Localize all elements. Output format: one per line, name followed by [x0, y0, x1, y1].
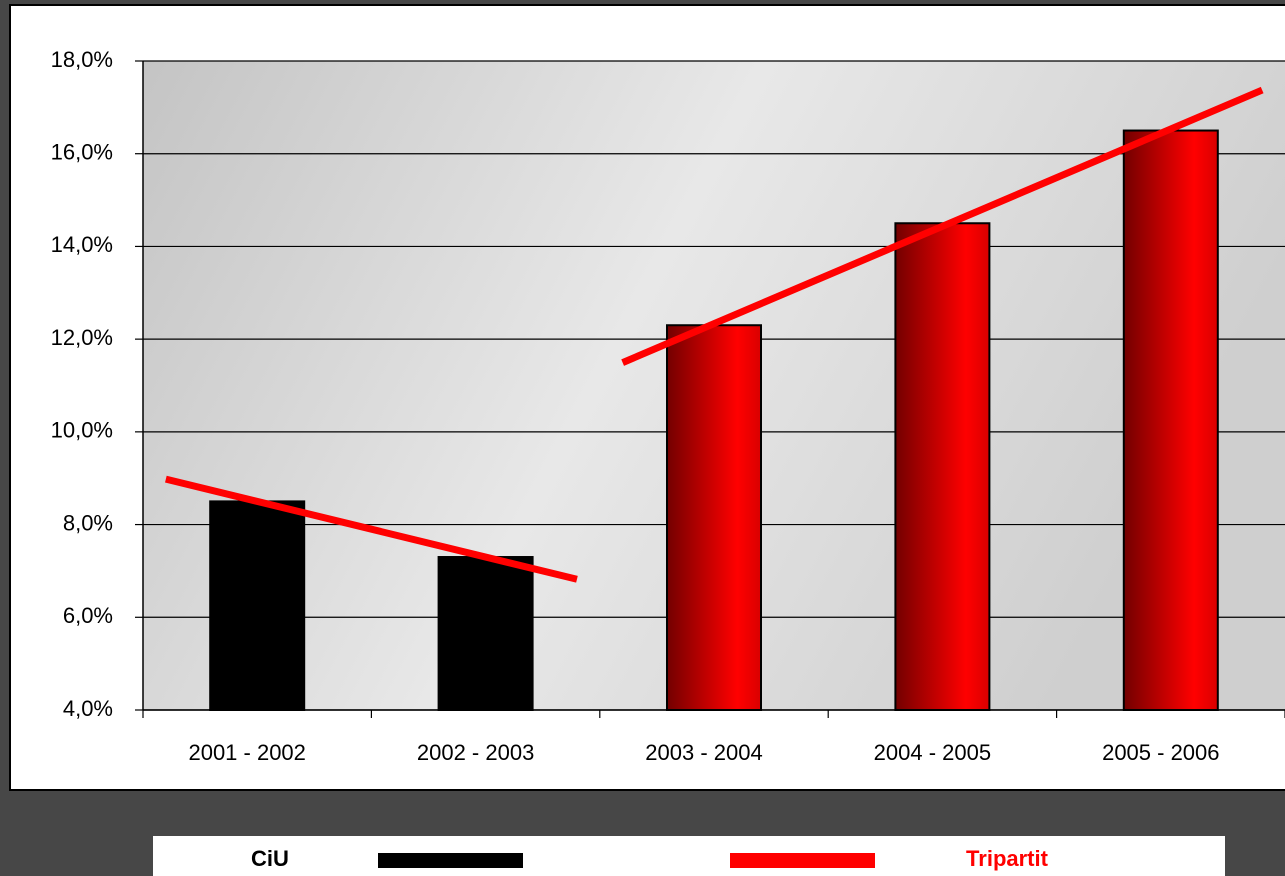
- y-tick-label: 14,0%: [51, 232, 113, 257]
- y-tick-label: 16,0%: [51, 140, 113, 165]
- bar: [666, 324, 762, 711]
- y-tick-label: 6,0%: [63, 603, 113, 628]
- y-tick-label: 10,0%: [51, 418, 113, 443]
- y-tick-label: 4,0%: [63, 696, 113, 721]
- x-tick-label: 2003 - 2004: [645, 740, 762, 765]
- legend: [153, 836, 1225, 876]
- y-tick-label: 18,0%: [51, 47, 113, 72]
- bar: [1122, 129, 1219, 712]
- legend-swatch: [378, 853, 523, 868]
- legend-label: CiU: [251, 846, 289, 871]
- bar: [894, 222, 991, 711]
- bar: [437, 556, 534, 711]
- x-tick-label: 2005 - 2006: [1102, 740, 1219, 765]
- legend-swatch: [730, 853, 875, 868]
- y-tick-label: 12,0%: [51, 325, 113, 350]
- trend-line: [165, 475, 578, 583]
- x-tick-label: 2004 - 2005: [874, 740, 991, 765]
- y-tick-label: 8,0%: [63, 510, 113, 535]
- legend-label: Tripartit: [966, 846, 1049, 871]
- x-tick-label: 2001 - 2002: [188, 740, 305, 765]
- x-tick-label: 2002 - 2003: [417, 740, 534, 765]
- bar: [209, 500, 306, 711]
- trend-line: [621, 86, 1264, 366]
